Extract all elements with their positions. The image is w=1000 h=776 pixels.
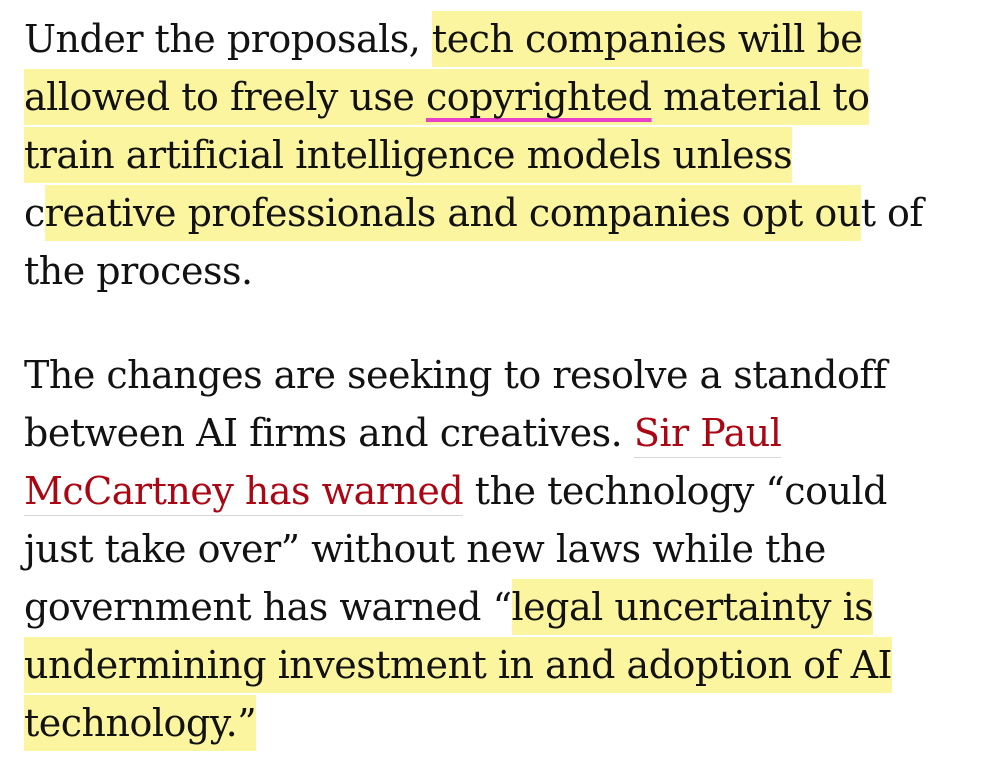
- paragraph-line: McCartney has warned the technology “cou…: [24, 462, 984, 520]
- text-span: Under the proposals,: [24, 17, 432, 61]
- text-span: The changes are seeking to resolve a sta…: [24, 353, 887, 397]
- text-span: between AI firms and creatives.: [24, 411, 634, 455]
- paragraph-line: train artificial intelligence models unl…: [24, 126, 984, 184]
- text-span: the technology “could: [463, 469, 888, 513]
- highlighted-text: allowed to freely use: [24, 69, 426, 125]
- paragraph-line: The changes are seeking to resolve a sta…: [24, 346, 984, 404]
- paragraph-line: technology.”: [24, 694, 984, 752]
- highlighted-text: legal uncertainty is: [511, 579, 874, 635]
- paragraph-line: undermining investment in and adoption o…: [24, 636, 984, 694]
- underlined-highlighted-text: copyrighted: [425, 69, 652, 125]
- highlighted-text: reative professionals and companies opt …: [44, 185, 861, 241]
- highlighted-text: tech companies will be: [431, 11, 863, 67]
- mccartney-article-link[interactable]: McCartney has warned: [24, 469, 464, 516]
- paragraph-line: Under the proposals, tech companies will…: [24, 10, 984, 68]
- paragraph-line: allowed to freely use copyrighted materi…: [24, 68, 984, 126]
- paragraph-line: government has warned “legal uncertainty…: [24, 578, 984, 636]
- paragraph-line: the process.: [24, 242, 984, 300]
- highlighted-text: train artificial intelligence models unl…: [24, 127, 793, 183]
- highlighted-text: material to: [651, 69, 870, 125]
- text-span: government has warned “: [24, 585, 512, 629]
- paragraph-line: just take over” without new laws while t…: [24, 520, 984, 578]
- text-span: c: [24, 191, 45, 235]
- highlighted-text: technology.”: [24, 695, 257, 751]
- paragraph-line: creative professionals and companies opt…: [24, 184, 984, 242]
- article-paragraph-2: The changes are seeking to resolve a sta…: [24, 346, 984, 752]
- highlighted-text: undermining investment in and adoption o…: [24, 637, 893, 693]
- text-span: t of: [860, 191, 924, 235]
- text-span: just take over” without new laws while t…: [24, 527, 826, 571]
- text-span: the process.: [24, 249, 253, 293]
- paragraph-line: between AI firms and creatives. Sir Paul: [24, 404, 984, 462]
- article-paragraph-1: Under the proposals, tech companies will…: [24, 10, 984, 300]
- mccartney-article-link[interactable]: Sir Paul: [633, 411, 782, 458]
